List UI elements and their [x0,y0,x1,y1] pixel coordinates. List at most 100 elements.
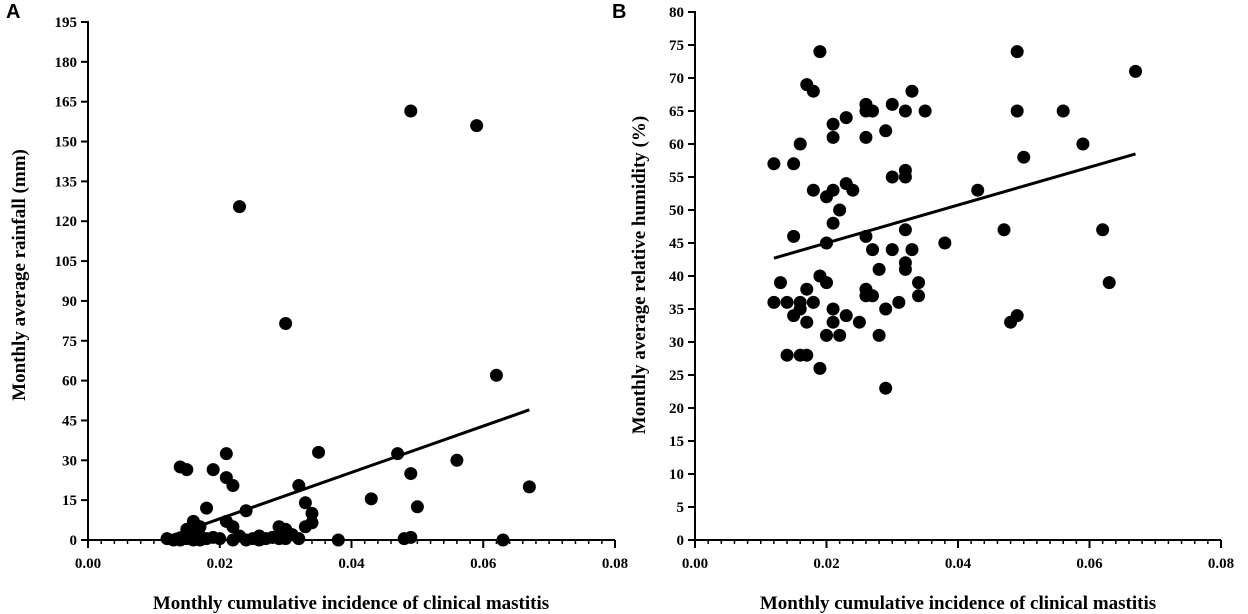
data-point [866,104,880,118]
data-point [826,216,840,230]
data-point [997,223,1011,237]
data-point [839,309,853,323]
y-tick-label: 15 [62,493,77,509]
data-point [898,170,912,184]
data-point [213,532,227,546]
data-point [866,243,880,257]
y-tick-label: 60 [62,374,77,390]
data-point [879,124,893,138]
data-point [898,262,912,276]
data-point [833,328,847,342]
data-point [898,104,912,118]
y-tick-label: 0 [677,533,685,549]
data-point [410,500,424,514]
data-point [879,302,893,316]
data-point [1056,104,1070,118]
y-tick-label: 25 [669,368,684,384]
y-tick-label: 10 [669,467,684,483]
x-tick-label: 0.00 [75,556,101,572]
x-tick-label: 0.02 [207,556,233,572]
data-point [806,84,820,98]
data-point [780,348,794,362]
x-tick-label: 0.08 [602,556,628,572]
panel-b-humidity-scatter: B 0 5 10 15 20 25 30 35 40 45 50 55 60 65 70 75 80 0.00 0.… [612,1,1234,614]
data-point [450,453,464,467]
data-point [1076,137,1090,151]
y-tick-label: 0 [70,533,78,549]
y-tick-label: 30 [62,453,77,469]
y-tick-label: 65 [669,104,684,120]
data-point [793,137,807,151]
data-point [806,183,820,197]
data-point [233,200,247,214]
data-point [800,315,814,329]
data-point [820,328,833,342]
panel-letter-b: B [612,1,626,23]
y-tick-label: 150 [55,135,78,151]
data-point [826,130,840,144]
y-tick-label: 75 [669,38,684,54]
x-tick-label: 0.04 [945,556,972,572]
data-point [912,276,926,290]
data-point [905,84,919,98]
y-tick-label: 30 [669,335,684,351]
data-point [1010,45,1024,59]
data-point [846,183,860,197]
data-point [1010,309,1024,323]
y-tick-label: 45 [62,413,77,429]
data-point [852,315,866,329]
x-axis-title-b: Monthly cumulative incidence of clinical… [760,593,1156,614]
data-point [839,111,853,125]
data-point [859,130,873,144]
data-point [292,532,306,546]
x-tick-label: 0.06 [1076,556,1103,572]
data-point [971,183,985,197]
data-point [780,295,794,309]
y-tick-label: 180 [55,55,78,71]
data-point [800,282,814,296]
data-point [905,243,919,257]
data-point [918,104,932,118]
panel-letter-a: A [6,1,20,23]
data-point [879,381,893,395]
data-point [298,496,312,510]
data-point [364,492,378,506]
data-point [806,295,820,309]
data-point [938,236,952,250]
y-tick-label: 50 [669,203,684,219]
data-point [885,243,899,257]
y-tick-label: 45 [669,236,684,252]
data-point [1010,104,1024,118]
y-tick-label: 15 [669,434,684,450]
y-axis-title-b: Monthly average relative humidity (%) [629,116,650,434]
trend-line-b [773,152,1136,260]
data-point [872,262,886,276]
data-point [1017,150,1031,164]
data-point [885,97,899,111]
data-point [206,463,220,477]
data-point [912,289,926,303]
data-point [826,183,840,197]
data-point [898,223,912,237]
x-tick-label: 0.02 [813,556,839,572]
data-point [404,530,418,544]
data-point [813,361,827,375]
data-point [833,203,847,217]
data-point [219,447,233,461]
x-tick-label: 0.08 [1208,556,1234,572]
y-tick-label: 55 [669,170,684,186]
data-point [773,276,787,290]
data-point [885,170,899,184]
data-point [1096,223,1110,237]
y-tick-label: 105 [55,254,78,270]
data-point [496,533,510,547]
x-tick-label: 0.00 [682,556,708,572]
data-point [226,479,240,493]
x-tick-label: 0.06 [470,556,497,572]
y-tick-label: 90 [62,294,77,310]
trend-line-a [166,408,530,539]
data-point [1129,64,1143,78]
y-tick-label: 75 [62,334,77,350]
y-tick-label: 135 [55,174,78,190]
